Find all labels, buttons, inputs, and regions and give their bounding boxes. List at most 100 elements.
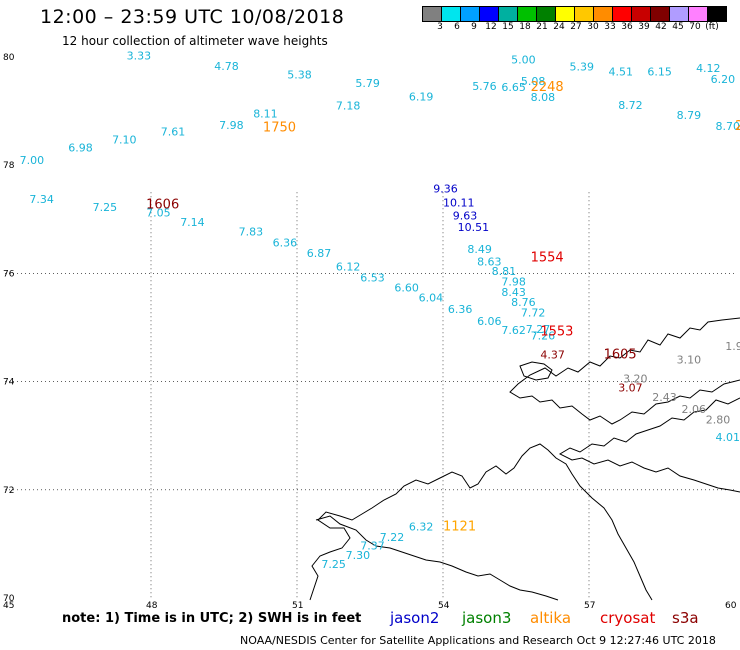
swh-label: 8.63 [477,255,502,268]
legend-swatch [707,6,727,22]
swh-label: 8.70 [716,120,740,133]
swh-label: 8.08 [531,91,556,104]
page-subtitle: 12 hour collection of altimeter wave hei… [62,34,328,48]
pass-time-label: 2248 [531,80,564,95]
coastline-mainland [309,443,653,601]
swh-label: 6.12 [336,261,361,274]
axis-tick-labels: 45 48 51 54 57 60 80 78 76 74 72 70 [3,53,737,611]
legend-unit: (ft) [705,22,719,32]
swh-label: 6.04 [419,292,444,305]
track-labels: 3.33 4.78 5.38 5.79 6.19 7.18 8.11 7.98 7.61 7.10… [0,50,740,572]
swh-label: 6.98 [68,142,93,155]
legend-label: 21 [536,22,548,32]
legend-label: 27 [570,22,582,32]
satellite-altika: altika [530,609,572,627]
swh-label: 7.98 [501,275,526,288]
swh-label: 7.00 [20,154,44,167]
legend-label: 12 [485,22,497,32]
legend-label: 30 [587,22,599,32]
swh-label: 8.43 [501,286,526,299]
swh-label: 6.19 [409,90,434,103]
swh-label: 3.07 [618,381,643,394]
y-tick-label: 78 [3,161,15,171]
swh-label: 7.25 [93,201,118,214]
swh-label: 2.06 [681,403,706,416]
coastline [309,317,740,601]
satellite-s3a: s3a [672,609,699,627]
legend-label: 6 [454,22,460,32]
swh-label: 4.01 [716,431,740,444]
x-tick-label: 48 [146,601,158,611]
swh-label: 7.62 [501,324,526,337]
swh-label: 8.79 [677,109,702,122]
swh-label: 6.20 [711,73,736,86]
swh-label: 1.97 [725,340,740,353]
swh-label: 3.20 [623,373,648,386]
swh-label: 5.76 [472,80,497,93]
swh-label: 8.72 [618,99,643,112]
footer-credit: NOAA/NESDIS Center for Satellite Applica… [240,634,716,647]
swh-label: 5.00 [511,53,535,66]
swh-label: 3.10 [677,354,702,367]
pass-time-label: 1554 [531,250,564,265]
pass-time-label: 1121 [443,519,476,534]
legend-label: 9 [471,22,477,32]
y-tick-label: 74 [3,378,15,388]
swh-label: 7.27 [526,323,551,336]
swh-label: 7.83 [239,226,264,239]
x-tick-label: 45 [3,601,14,611]
swh-label: 7.30 [346,549,371,562]
swh-label: 4.12 [696,62,721,75]
swh-label: 8.81 [492,265,516,278]
x-tick-label: 60 [725,601,737,611]
x-tick-label: 51 [292,601,303,611]
swh-label: 5.38 [287,69,312,82]
swh-label: 6.15 [647,65,672,78]
y-tick-label: 76 [3,269,15,279]
swh-label: 7.26 [531,329,556,342]
swh-label: 4.78 [214,60,239,73]
time-labels: 1750 2248 1606 1554 1553 1605 1121 2 [146,80,740,534]
swh-label: 6.06 [477,315,502,328]
swh-label: 6.36 [448,303,473,316]
x-tick-label: 57 [584,601,595,611]
pass-time-label: 1606 [146,197,179,212]
grid [5,192,735,598]
legend-label: 18 [519,22,531,32]
legend-label: 24 [553,22,565,32]
swh-label: 10.51 [458,221,490,234]
swh-label: 6.87 [307,247,332,260]
swh-label: 5.39 [570,61,595,74]
legend-label: 15 [502,22,514,32]
x-tick-label: 54 [438,601,450,611]
swh-label: 5.08 [521,75,546,88]
page-title: 12:00 – 23:59 UTC 10/08/2018 [40,6,345,28]
swh-label: 7.98 [219,119,244,132]
swh-label: 8.76 [511,296,535,309]
legend-label: 3 [437,22,443,32]
swh-label: 7.05 [146,207,171,220]
color-legend [422,6,727,22]
swh-label: 6.60 [394,281,419,294]
swh-label: 4.37 [540,348,565,361]
swh-label: 5.79 [355,77,380,90]
coastline-novaya-zemlya-south [558,397,740,493]
swh-label: 4.51 [608,65,633,78]
swh-label: 6.53 [360,272,385,285]
coastline-novaya-zemlya-north [509,317,740,425]
legend-label: 45 [672,22,684,32]
swh-label: 7.61 [161,125,186,138]
swh-label: 7.22 [380,531,405,544]
swh-label: 9.63 [453,209,478,222]
y-tick-label: 72 [3,486,14,496]
swh-label: 10.11 [443,196,475,209]
y-tick-label: 70 [3,594,15,604]
swh-label: 7.25 [321,558,346,571]
swh-label: 2.43 [652,391,677,404]
legend-label: 42 [655,22,667,32]
swh-label: 3.33 [127,50,151,63]
coastline-kanin [315,515,559,601]
pass-time-label: 1750 [263,121,296,136]
y-tick-label: 80 [3,53,15,63]
